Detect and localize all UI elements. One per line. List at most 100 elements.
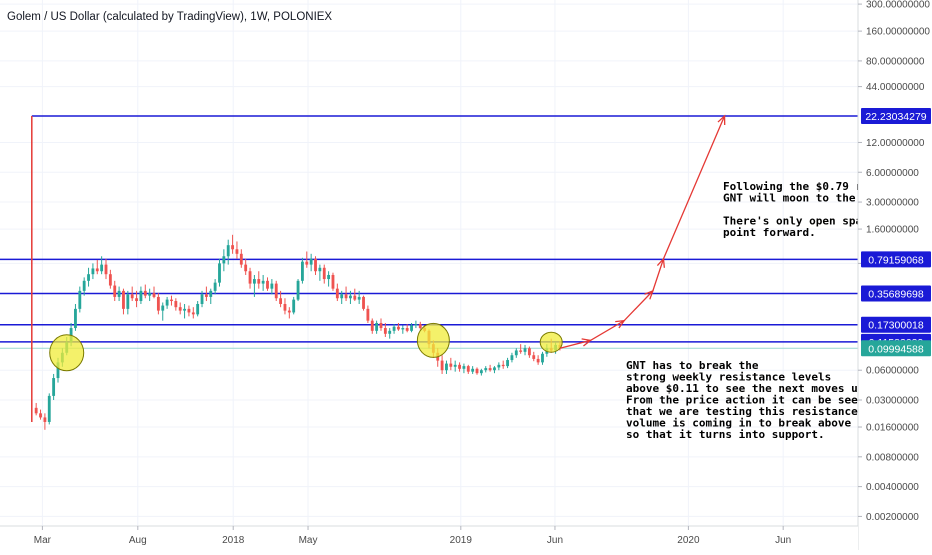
candle-body — [161, 305, 165, 311]
candle-body — [117, 290, 121, 297]
candle-body — [122, 290, 125, 309]
price-tick-label: 44.00000000 — [866, 82, 925, 93]
price-tick-label: 0.03000000 — [866, 396, 919, 407]
annotation-top-line: There's only open space fro — [723, 215, 902, 228]
candle-body — [401, 328, 405, 330]
candle-body — [165, 299, 169, 306]
candle-body — [527, 348, 531, 356]
candle-body — [279, 298, 283, 304]
candle-body — [235, 249, 239, 254]
candle-body — [331, 274, 335, 289]
candle-body — [392, 326, 396, 331]
arrow-head — [581, 338, 593, 347]
candle-body — [475, 368, 479, 374]
annotation-top-line: GNT will moon to the heave — [723, 192, 896, 205]
annotation-bottom-line: strong weekly resistance levels — [626, 371, 831, 384]
candle-body — [222, 256, 226, 264]
candle-body — [244, 264, 248, 272]
candle-body — [204, 294, 208, 297]
time-tick-label: Mar — [34, 535, 52, 546]
candle-body — [397, 326, 400, 330]
annotation-bottom-line: volume is coming in to break above it — [626, 417, 871, 430]
candle-body — [532, 355, 536, 359]
candle-body — [314, 258, 317, 272]
time-axis[interactable]: Mar Aug 2018 May 2019 Jun 2020 Jun — [34, 526, 791, 546]
candle-body — [170, 299, 173, 302]
candle-body — [309, 258, 313, 265]
candle-body — [458, 364, 461, 369]
candle-body — [466, 366, 470, 372]
candlesticks — [34, 234, 562, 430]
candle-body — [362, 296, 365, 309]
candle-body — [405, 328, 409, 331]
candle-body — [95, 268, 99, 272]
time-tick-label: Jun — [547, 535, 563, 546]
candle-body — [370, 320, 374, 331]
candle-body — [156, 296, 160, 311]
candle-body — [56, 362, 60, 379]
candle-body — [257, 279, 261, 284]
price-label-text: 0.79159068 — [868, 254, 924, 266]
candle-body — [143, 290, 147, 296]
candle-body — [445, 363, 448, 371]
candle-body — [108, 274, 112, 286]
chart-title: Golem / US Dollar (calculated by Trading… — [7, 11, 332, 23]
candle-body — [366, 308, 370, 321]
candle-body — [78, 290, 82, 309]
candle-body — [239, 253, 243, 265]
candle-body — [388, 330, 392, 334]
candle-body — [261, 280, 265, 284]
candle-body — [100, 264, 104, 272]
candle-body — [200, 294, 204, 304]
candle-body — [479, 370, 483, 374]
candle-body — [519, 350, 523, 352]
candle-body — [266, 280, 269, 289]
candle-body — [52, 378, 56, 396]
candle-body — [126, 294, 130, 309]
candle-body — [536, 358, 540, 363]
candle-body — [87, 274, 90, 281]
candle-body — [292, 299, 296, 313]
candle-body — [375, 322, 379, 331]
price-tick-label: 0.06000000 — [866, 366, 919, 377]
price-tick-label: 80.00000000 — [866, 56, 925, 67]
price-label-box — [861, 251, 931, 268]
annotation-top-line: Following the $0.79 resista — [723, 180, 902, 193]
candle-body — [39, 413, 42, 418]
candle-body — [34, 407, 38, 414]
resistance-levels — [0, 115, 858, 349]
time-tick-label: Jun — [775, 535, 791, 546]
candle-body — [209, 290, 213, 297]
candle-body — [218, 263, 221, 283]
candle-body — [462, 366, 466, 369]
price-label-box — [861, 107, 931, 124]
candle-body — [414, 324, 418, 326]
candle-body — [318, 267, 322, 272]
candle-body — [91, 268, 95, 275]
highlight-ellipses — [49, 322, 563, 372]
candle-body — [440, 360, 444, 371]
candle-body — [47, 395, 51, 422]
candle-body — [322, 267, 326, 280]
candle-body — [248, 271, 252, 284]
candle-body — [135, 298, 138, 302]
price-label-text: 22.23034279 — [865, 111, 926, 123]
price-label-text: 0.17300018 — [868, 320, 924, 332]
candle-body — [178, 307, 182, 311]
price-label-text: 0.35689698 — [868, 289, 924, 301]
candle-body — [183, 308, 186, 311]
price-tick-label: 0.00200000 — [866, 512, 919, 523]
candle-body — [418, 324, 422, 329]
candle-body — [296, 280, 300, 300]
price-labels: 22.23034279 0.79159068 0.35689698 0.1730001… — [861, 107, 931, 357]
candle-body — [43, 417, 47, 422]
candle-body — [488, 368, 492, 371]
candle-body — [305, 261, 309, 265]
price-label-box — [861, 316, 931, 333]
time-tick-label: 2019 — [450, 535, 473, 546]
candle-body — [410, 325, 413, 331]
candle-body — [74, 308, 77, 329]
candle-body — [287, 310, 291, 313]
candle-body — [493, 367, 496, 371]
